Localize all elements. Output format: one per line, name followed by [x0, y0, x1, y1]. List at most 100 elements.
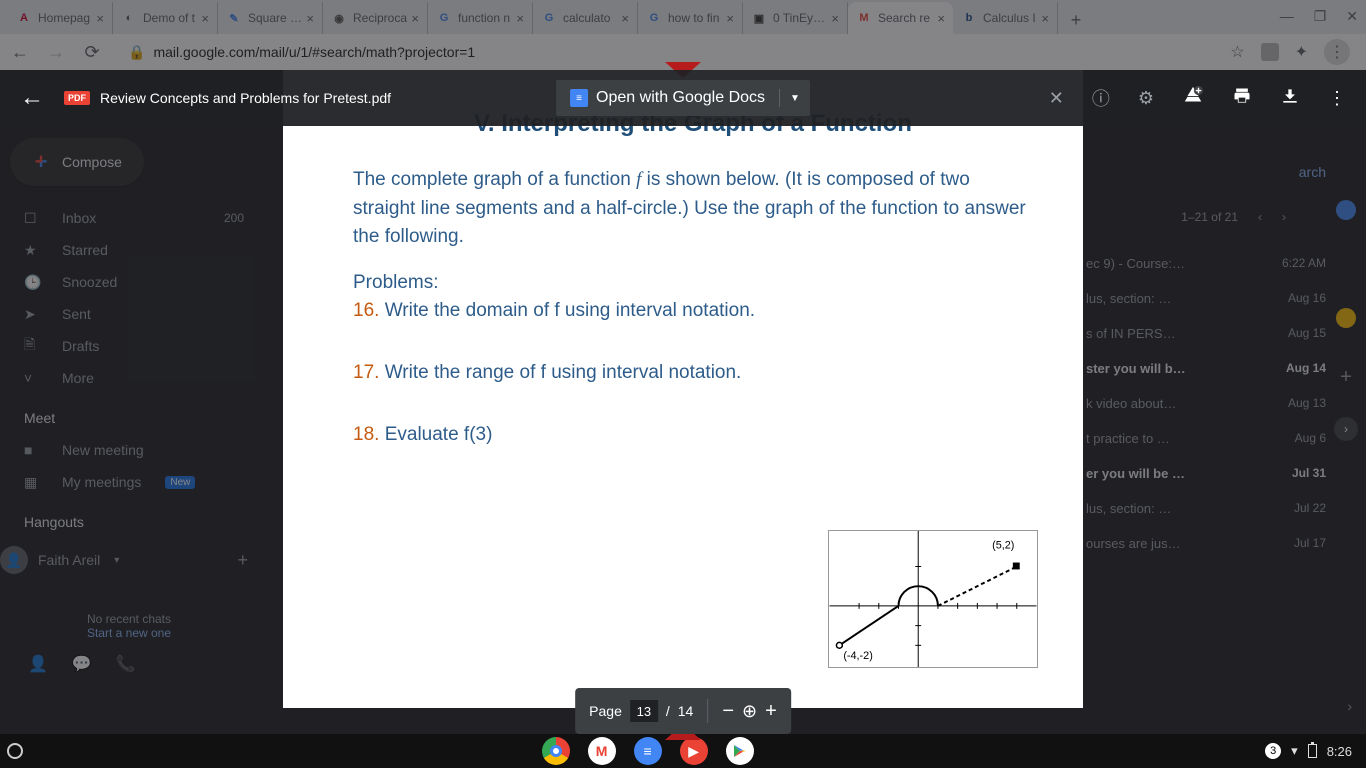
compose-button[interactable]: + Compose [10, 138, 144, 186]
prev-page-button[interactable]: ‹ [1258, 210, 1262, 224]
email-row[interactable]: er you will be …Jul 31 [1086, 456, 1326, 491]
browser-tab[interactable]: bCalculus I× [953, 2, 1058, 34]
open-with-dropdown-icon[interactable]: ▼ [780, 93, 810, 104]
pdf-help-icon[interactable]: ⓘ [1092, 85, 1110, 111]
lock-icon: 🔒 [128, 44, 145, 61]
gmail-app-icon[interactable]: M [588, 737, 616, 765]
browser-tab[interactable]: Ghow to fin× [638, 2, 743, 34]
email-snippet: s of IN PERS… [1086, 326, 1176, 341]
tab-close-icon[interactable]: × [831, 11, 839, 26]
calendar-addon-icon[interactable] [1336, 200, 1356, 220]
new-tab-button[interactable]: + [1062, 6, 1090, 34]
nav-icon: ☐ [24, 210, 44, 227]
docs-app-icon[interactable]: ≡ [634, 737, 662, 765]
email-row[interactable]: lus, section: …Aug 16 [1086, 281, 1326, 316]
page-label: Page [589, 703, 622, 719]
sidebar-item-starred[interactable]: ★Starred [0, 234, 256, 266]
tab-close-icon[interactable]: × [201, 11, 209, 26]
browser-tab[interactable]: ◉Reciproca× [323, 2, 428, 34]
problem-16: 16. Write the domain of f using interval… [353, 300, 1033, 322]
tab-close-icon[interactable]: × [1041, 11, 1049, 26]
hangouts-add-icon[interactable]: + [237, 550, 248, 571]
shelf-apps: M ≡ ▶ [30, 737, 1265, 765]
nav-forward-button[interactable]: → [44, 40, 68, 64]
pdf-back-button[interactable]: ← [20, 84, 44, 112]
start-new-chat-link[interactable]: Start a new one [24, 626, 234, 640]
chrome-app-icon[interactable] [542, 737, 570, 765]
battery-icon [1308, 744, 1317, 758]
pdf-add-to-drive-icon[interactable] [1182, 85, 1204, 112]
pdf-download-icon[interactable] [1280, 86, 1300, 111]
meet-item[interactable]: ▦My meetingsNew [0, 466, 256, 498]
sidebar-item-more[interactable]: ˅More [0, 362, 256, 394]
status-tray[interactable]: 3 ▾ 8:26 [1265, 743, 1366, 759]
tab-close-icon[interactable]: × [96, 11, 104, 26]
bookmark-star-icon[interactable]: ☆ [1230, 42, 1244, 62]
email-row[interactable]: t practice to …Aug 6 [1086, 421, 1326, 456]
search-results-link[interactable]: arch [1299, 164, 1326, 180]
browser-tab[interactable]: ✎Square Ro× [218, 2, 323, 34]
tab-favicon: ▣ [751, 10, 767, 26]
svg-text:(-4,-2): (-4,-2) [843, 650, 872, 662]
hangouts-phone-icon[interactable]: 📞 [116, 654, 136, 674]
window-maximize[interactable]: ❐ [1314, 8, 1327, 25]
side-panel-add-icon[interactable]: + [1340, 366, 1352, 389]
tab-close-icon[interactable]: × [516, 11, 524, 26]
pdf-more-icon[interactable]: ⋮ [1328, 88, 1346, 109]
sidebar-item-snoozed[interactable]: 🕒Snoozed [0, 266, 256, 298]
browser-tab[interactable]: ▣0 TinEye s× [743, 2, 848, 34]
tab-close-icon[interactable]: × [306, 11, 314, 26]
browser-tab[interactable]: Gfunction n× [428, 2, 533, 34]
sidebar-item-inbox[interactable]: ☐Inbox200 [0, 202, 256, 234]
url-text: mail.google.com/mail/u/1/#search/math?pr… [153, 44, 475, 60]
play-store-app-icon[interactable] [726, 737, 754, 765]
browser-tab[interactable]: MSearch re× [848, 2, 953, 34]
sidebar-item-drafts[interactable]: 🗎Drafts [0, 330, 256, 362]
nav-reload-button[interactable]: ⟳ [80, 40, 104, 64]
window-minimize[interactable]: — [1280, 8, 1294, 25]
page-number-input[interactable] [630, 700, 658, 722]
pdf-close-preview-icon[interactable]: ✕ [1049, 88, 1064, 109]
nav-back-button[interactable]: ← [8, 40, 32, 64]
sidebar-item-sent[interactable]: ➤Sent [0, 298, 256, 330]
page-slash: / [666, 703, 670, 719]
next-page-button[interactable]: › [1282, 210, 1286, 224]
nav-label: Inbox [62, 210, 96, 226]
email-row[interactable]: ec 9) - Course:…6:22 AM [1086, 246, 1326, 281]
keep-addon-icon[interactable] [1336, 308, 1356, 328]
side-panel-expand-icon[interactable]: › [1334, 417, 1358, 441]
zoom-in-button[interactable]: + [765, 700, 777, 723]
tab-title: Homepag [38, 11, 92, 25]
zoom-reset-button[interactable]: ⊕ [742, 701, 757, 722]
tab-close-icon[interactable]: × [937, 11, 945, 26]
email-row[interactable]: ster you will b…Aug 14 [1086, 351, 1326, 386]
window-close[interactable]: ✕ [1346, 8, 1358, 25]
browser-tab[interactable]: Gcalculato× [533, 2, 638, 34]
plus-icon: + [32, 153, 50, 171]
youtube-app-icon[interactable]: ▶ [680, 737, 708, 765]
email-row[interactable]: k video about…Aug 13 [1086, 386, 1326, 421]
tab-close-icon[interactable]: × [411, 11, 419, 26]
browser-tab[interactable]: AHomepag× [8, 2, 113, 34]
hangouts-person-icon[interactable]: 👤 [28, 654, 48, 674]
zoom-out-button[interactable]: − [722, 700, 734, 723]
hangouts-user[interactable]: 👤 Faith Areil ▾ + [0, 538, 256, 582]
nav-label: Snoozed [62, 274, 117, 290]
tab-close-icon[interactable]: × [621, 11, 629, 26]
email-row[interactable]: lus, section: …Jul 22 [1086, 491, 1326, 526]
pdf-settings-icon[interactable]: ⚙ [1138, 88, 1154, 109]
extensions-puzzle-icon[interactable]: ✦ [1295, 42, 1308, 62]
side-panel-collapse-icon[interactable]: › [1347, 698, 1352, 714]
meet-item[interactable]: ■New meeting [0, 434, 256, 466]
browser-tab[interactable]: ◐Demo of t× [113, 2, 218, 34]
email-row[interactable]: s of IN PERS…Aug 15 [1086, 316, 1326, 351]
browser-menu-icon[interactable]: ⋮ [1324, 39, 1350, 65]
extension-icon[interactable] [1261, 43, 1279, 61]
email-row[interactable]: ourses are jus…Jul 17 [1086, 526, 1326, 561]
open-with-button[interactable]: ≡ Open with Google Docs ▼ [556, 80, 810, 116]
tab-close-icon[interactable]: × [726, 11, 734, 26]
pdf-print-icon[interactable] [1232, 86, 1252, 111]
email-date: Jul 22 [1294, 501, 1326, 516]
hangouts-chat-icon[interactable]: 💬 [72, 654, 92, 674]
launcher-button[interactable] [7, 743, 23, 759]
